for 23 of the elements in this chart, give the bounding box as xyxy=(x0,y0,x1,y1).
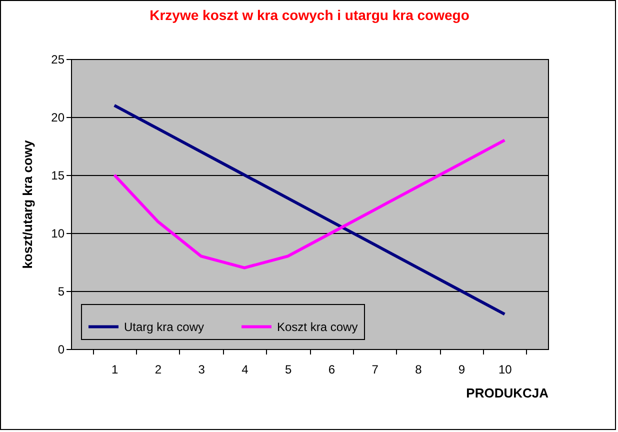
x-tick-label: 7 xyxy=(372,362,379,376)
x-tick-label: 8 xyxy=(415,362,422,376)
y-tick-label: 5 xyxy=(58,284,65,298)
y-tick-label: 0 xyxy=(58,342,65,356)
x-axis-title: PRODUKCJA xyxy=(466,386,550,400)
x-tick-label: 4 xyxy=(242,362,249,376)
x-tick-label: 5 xyxy=(284,362,292,376)
y-tick-label: 15 xyxy=(51,168,65,182)
line-series xyxy=(112,138,506,270)
x-tick-label: 10 xyxy=(498,362,512,376)
x-tick-label: 2 xyxy=(154,362,162,376)
chart-title: Krzywe koszt w kra cowych i utargu kra cowego xyxy=(150,7,470,23)
legend-label: Koszt kra cowy xyxy=(277,320,358,334)
line-series xyxy=(112,104,506,316)
y-tick-label: 10 xyxy=(51,226,65,240)
x-tick-label: 9 xyxy=(458,362,466,376)
y-tick-label: 20 xyxy=(51,110,65,124)
x-tick-label: 6 xyxy=(328,362,336,376)
x-tick-label: 1 xyxy=(112,362,119,376)
y-tick-label: 25 xyxy=(51,52,65,66)
x-tick-label: 3 xyxy=(198,362,206,376)
legend-label: Utarg kra cowy xyxy=(124,320,204,334)
y-axis-title: koszt/utarg kra cowy xyxy=(20,139,36,269)
